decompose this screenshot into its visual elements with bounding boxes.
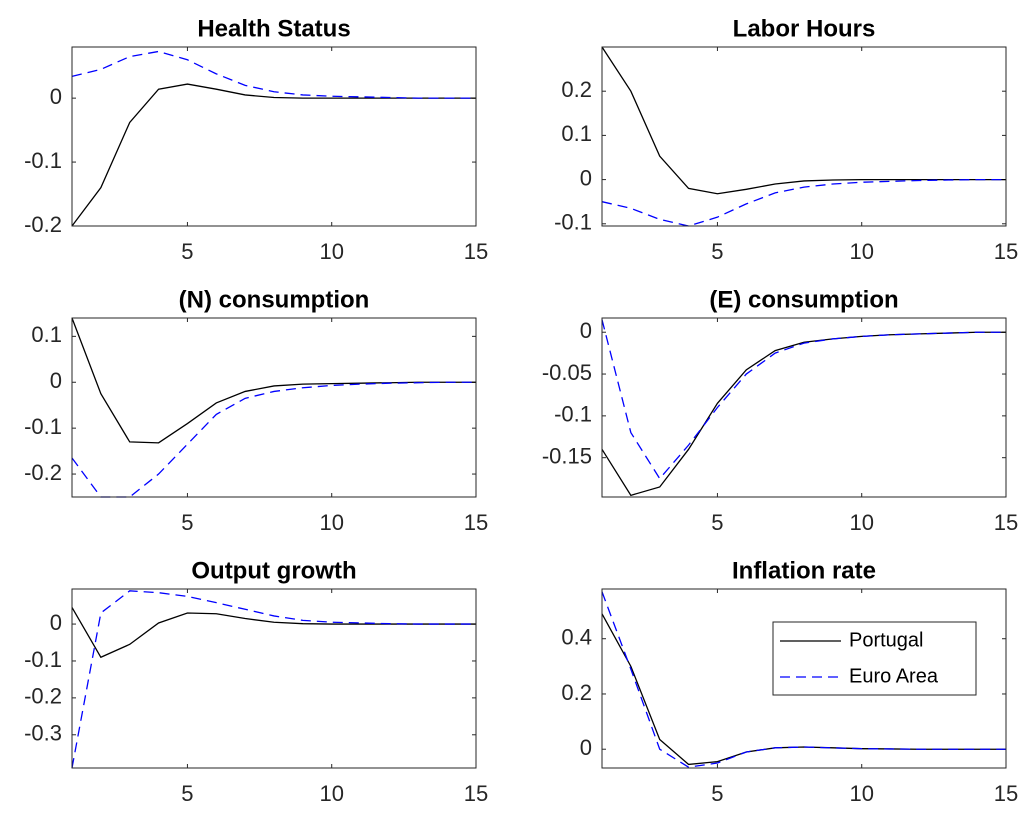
x-tick-label: 10 — [319, 239, 343, 264]
series-line — [601, 331, 1006, 497]
plot-area — [602, 47, 1006, 226]
subplot: (E) consumption 5 10 15 -0.15 -0.1 -0.05 0 — [542, 286, 1018, 534]
plot-area — [72, 47, 476, 226]
series-line — [71, 83, 476, 227]
y-tick-label: 0.2 — [561, 680, 592, 705]
y-tick-label: -0.1 — [554, 402, 592, 427]
subplot: Health Status 5 10 15 -0.2 -0.1 0 — [24, 15, 488, 263]
x-tick-label: 5 — [711, 781, 723, 806]
series-line — [71, 317, 476, 444]
subplot-title: Labor Hours — [733, 15, 876, 42]
plot-area — [72, 589, 476, 768]
subplot-title: Health Status — [197, 15, 350, 42]
x-tick-label: 10 — [319, 510, 343, 535]
y-tick-label: 0 — [580, 735, 592, 760]
y-tick-label: -0.3 — [24, 721, 62, 746]
series-line — [601, 46, 1006, 195]
y-tick-label: -0.2 — [24, 684, 62, 709]
axes-box — [71, 317, 477, 498]
series-line — [601, 319, 1006, 480]
series-line — [71, 381, 476, 498]
y-tick-label: -0.15 — [542, 443, 592, 468]
x-tick-label: 5 — [711, 239, 723, 264]
y-tick-label: -0.1 — [24, 148, 62, 173]
plot-area — [72, 318, 476, 497]
y-tick-label: -0.05 — [542, 360, 592, 385]
y-tick-label: 0 — [50, 368, 62, 393]
series-line — [601, 178, 1006, 227]
y-tick-label: 0.4 — [561, 625, 592, 650]
axes-box — [601, 317, 1007, 498]
subplot: Inflation rate 5 10 15 0 0.2 0.4 Portugal Euro A… — [561, 557, 1018, 805]
subplot-title: Output growth — [191, 557, 356, 584]
y-tick-label: 0.1 — [561, 121, 592, 146]
legend-label: Euro Area — [849, 665, 939, 687]
legend-label: Portugal — [849, 629, 924, 651]
x-tick-label: 15 — [994, 781, 1018, 806]
x-tick-label: 15 — [464, 239, 488, 264]
subplot-title: (E) consumption — [709, 286, 898, 313]
x-tick-label: 5 — [181, 239, 193, 264]
axes-box — [71, 588, 477, 769]
y-tick-label: -0.1 — [24, 647, 62, 672]
y-tick-label: 0 — [580, 165, 592, 190]
x-tick-label: 10 — [319, 781, 343, 806]
x-tick-label: 10 — [849, 239, 873, 264]
series-line — [71, 590, 476, 769]
y-tick-label: 0 — [580, 318, 592, 343]
x-tick-label: 10 — [849, 781, 873, 806]
y-tick-label: 0 — [50, 610, 62, 635]
subplot: Labor Hours 5 10 15 -0.1 0 0.1 0.2 — [554, 15, 1018, 263]
x-tick-label: 5 — [181, 510, 193, 535]
axes-box — [71, 46, 477, 227]
subplot: Output growth 5 10 15 -0.3 -0.2 -0.1 0 — [24, 557, 488, 805]
y-tick-label: -0.1 — [554, 210, 592, 235]
plot-area — [602, 318, 1006, 497]
series-line — [71, 50, 476, 99]
x-tick-label: 15 — [994, 510, 1018, 535]
axes-box — [601, 46, 1007, 227]
y-tick-label: 0 — [50, 84, 62, 109]
series-line — [71, 607, 476, 659]
y-tick-label: -0.1 — [24, 414, 62, 439]
x-tick-label: 10 — [849, 510, 873, 535]
x-tick-label: 15 — [464, 781, 488, 806]
legend-box — [772, 621, 977, 696]
subplot-title: Inflation rate — [732, 557, 876, 584]
series-line — [601, 591, 1006, 768]
x-tick-label: 15 — [464, 510, 488, 535]
y-tick-label: 0.2 — [561, 77, 592, 102]
subplot: (N) consumption 5 10 15 -0.2 -0.1 0 0.1 — [24, 286, 488, 534]
y-tick-label: -0.2 — [24, 212, 62, 237]
x-tick-label: 5 — [181, 781, 193, 806]
x-tick-label: 15 — [994, 239, 1018, 264]
subplot-title: (N) consumption — [179, 286, 370, 313]
y-tick-label: -0.2 — [24, 460, 62, 485]
axes-box — [601, 588, 1007, 769]
y-tick-label: 0.1 — [31, 322, 62, 347]
x-tick-label: 5 — [711, 510, 723, 535]
